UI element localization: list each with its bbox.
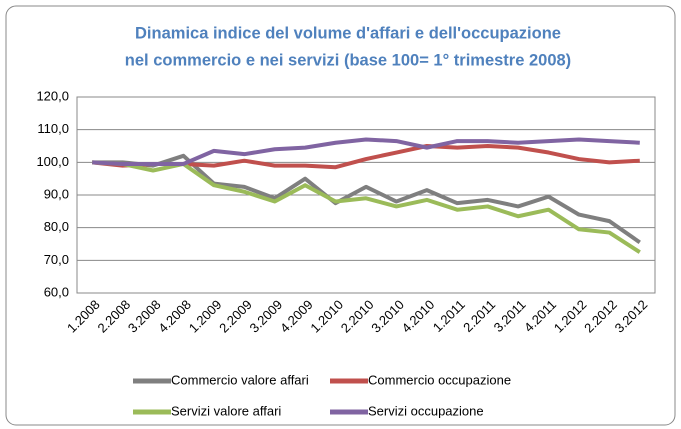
y-tick-label: 70,0: [44, 252, 69, 267]
y-tick-label: 80,0: [44, 219, 69, 234]
chart-title: nel commercio e nei servizi (base 100= 1…: [125, 51, 571, 69]
legend-label: Commercio occupazione: [368, 372, 511, 387]
chart-title: Dinamica indice del volume d'affari e de…: [135, 24, 561, 42]
y-tick-label: 110,0: [37, 121, 69, 136]
y-tick-label: 60,0: [44, 284, 69, 299]
y-tick-label: 90,0: [44, 186, 69, 201]
line-series: [92, 153, 641, 245]
legend-label: Commercio valore affari: [171, 372, 309, 387]
y-tick-label: 100,0: [36, 154, 69, 169]
line-series: [92, 137, 640, 166]
legend-label: Servizi occupazione: [368, 403, 484, 418]
legend-label: Servizi valore affari: [171, 403, 281, 418]
y-tick-label: 120,0: [36, 88, 69, 103]
